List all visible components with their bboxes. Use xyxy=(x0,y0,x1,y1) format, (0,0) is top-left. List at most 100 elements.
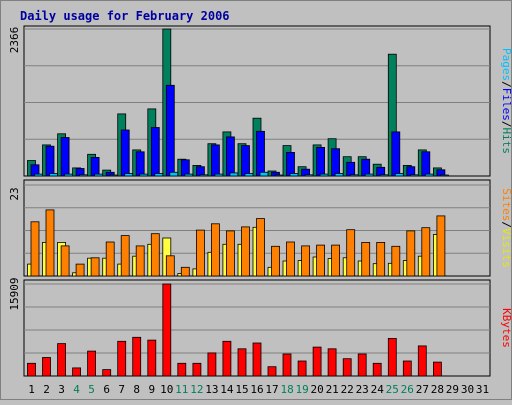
bar-sites-day-7 xyxy=(120,235,130,277)
bar-files-day-9 xyxy=(150,127,160,177)
legend-label-hits: Hits xyxy=(500,128,512,155)
bar-kbytes-day-12 xyxy=(192,362,202,377)
bar-sites-day-8 xyxy=(135,245,145,277)
bar-kbytes-day-23 xyxy=(357,353,367,377)
bar-pages-day-13 xyxy=(214,173,224,177)
bar-kbytes-day-27 xyxy=(417,345,427,377)
bar-kbytes-day-5 xyxy=(87,350,96,377)
bar-pages-day-14 xyxy=(229,172,239,177)
x-axis-labels: 1 2 3 4 5 6 7 8 9 10 11 12 13 14 15 16 17 18 19 20 21 22 23 24 2… xyxy=(28,383,489,396)
bar-kbytes-day-4 xyxy=(72,367,81,377)
bar-pages-day-4 xyxy=(79,174,88,177)
bar-kbytes-day-18 xyxy=(282,353,292,377)
bar-sites-day-16 xyxy=(256,218,265,277)
bar-sites-day-19 xyxy=(301,245,311,277)
bar-files-day-15 xyxy=(241,145,250,177)
bar-pages-day-1 xyxy=(34,173,43,177)
panel-middle: 23 Sites/Visits xyxy=(8,179,512,277)
bar-kbytes-day-14 xyxy=(222,340,232,377)
x-tick-label-day-29: 29 xyxy=(446,383,459,396)
bar-files-day-27 xyxy=(421,151,431,177)
bar-files-day-2 xyxy=(45,145,55,177)
x-tick-label-day-30: 30 xyxy=(461,383,474,396)
bar-files-day-7 xyxy=(120,129,130,177)
bar-sites-day-23 xyxy=(361,241,371,277)
legend-label-kbytes: KBytes xyxy=(500,308,512,348)
x-tick-label-day-28: 28 xyxy=(431,383,444,396)
x-tick-label-day-15: 15 xyxy=(235,383,248,396)
bar-files-day-21 xyxy=(331,148,341,177)
bar-kbytes-day-17 xyxy=(267,366,277,377)
x-tick-label-day-9: 9 xyxy=(148,383,155,396)
bar-kbytes-day-20 xyxy=(312,346,322,377)
legend-label-visits: Visits xyxy=(500,228,512,268)
bar-sites-day-28 xyxy=(436,215,446,277)
bar-sites-day-6 xyxy=(105,241,115,277)
bar-kbytes-day-9 xyxy=(147,339,157,377)
bar-pages-day-23 xyxy=(364,173,374,177)
x-tick-label-day-21: 21 xyxy=(326,383,339,396)
bar-kbytes-day-7 xyxy=(117,340,127,377)
bar-pages-day-27 xyxy=(424,173,434,177)
x-tick-label-day-25: 25 xyxy=(386,383,399,396)
x-tick-label-day-24: 24 xyxy=(371,383,385,396)
bar-sites-day-26 xyxy=(406,230,416,277)
bar-pages-day-20 xyxy=(319,173,329,177)
x-tick-label-day-1: 1 xyxy=(28,383,35,396)
bar-kbytes-day-16 xyxy=(252,342,262,377)
bar-files-day-14 xyxy=(225,136,235,177)
bar-sites-day-3 xyxy=(60,245,70,277)
bar-sites-day-17 xyxy=(271,245,280,277)
x-tick-label-day-5: 5 xyxy=(88,383,95,396)
bar-sites-day-1 xyxy=(30,221,40,277)
bar-files-day-5 xyxy=(90,156,100,177)
bar-files-day-23 xyxy=(361,158,371,177)
bar-pages-day-12 xyxy=(199,174,209,177)
panel-bottom-legend: KBytes xyxy=(500,308,512,348)
bar-files-day-22 xyxy=(346,161,356,177)
bar-sites-day-10 xyxy=(165,255,175,277)
x-tick-label-day-23: 23 xyxy=(356,383,369,396)
x-tick-label-day-31: 31 xyxy=(476,383,489,396)
bar-files-day-11 xyxy=(180,159,190,177)
bar-pages-day-6 xyxy=(109,174,119,177)
bar-sites-day-5 xyxy=(90,257,100,277)
bar-sites-day-20 xyxy=(316,244,326,277)
bar-pages-day-26 xyxy=(409,174,419,177)
bar-files-day-18 xyxy=(286,151,295,177)
bar-kbytes-day-10 xyxy=(162,283,172,377)
panel-bottom: 15909 KBytes xyxy=(8,277,512,377)
x-tick-label-day-18: 18 xyxy=(280,383,293,396)
x-tick-label-day-8: 8 xyxy=(133,383,140,396)
x-tick-label-day-4: 4 xyxy=(73,383,80,396)
chart-title: Daily usage for February 2006 xyxy=(20,9,230,23)
bar-pages-day-16 xyxy=(259,171,269,177)
bar-pages-day-24 xyxy=(379,174,389,177)
series-files xyxy=(30,84,446,177)
x-tick-label-day-7: 7 xyxy=(118,383,125,396)
bar-kbytes-day-15 xyxy=(237,348,247,377)
bar-sites-day-12 xyxy=(195,229,205,277)
bar-pages-day-22 xyxy=(349,174,359,177)
x-tick-label-day-11: 11 xyxy=(175,383,188,396)
x-tick-label-day-17: 17 xyxy=(265,383,278,396)
bar-pages-day-8 xyxy=(139,173,149,177)
bar-pages-day-25 xyxy=(394,173,404,177)
bar-kbytes-day-19 xyxy=(297,360,307,377)
panel-middle-legend: Sites/Visits xyxy=(500,188,512,268)
bar-kbytes-day-25 xyxy=(387,337,397,377)
x-tick-label-day-27: 27 xyxy=(416,383,429,396)
bar-files-day-13 xyxy=(210,144,220,177)
bar-sites-day-15 xyxy=(241,226,250,277)
series-pages xyxy=(34,171,449,177)
bar-pages-day-3 xyxy=(64,173,73,177)
bar-kbytes-day-1 xyxy=(27,362,36,377)
panel-top-max-label: 2366 xyxy=(8,27,21,54)
bar-pages-day-21 xyxy=(334,173,344,177)
legend-label-sites: Sites xyxy=(500,188,512,221)
bar-kbytes-day-6 xyxy=(102,369,112,377)
